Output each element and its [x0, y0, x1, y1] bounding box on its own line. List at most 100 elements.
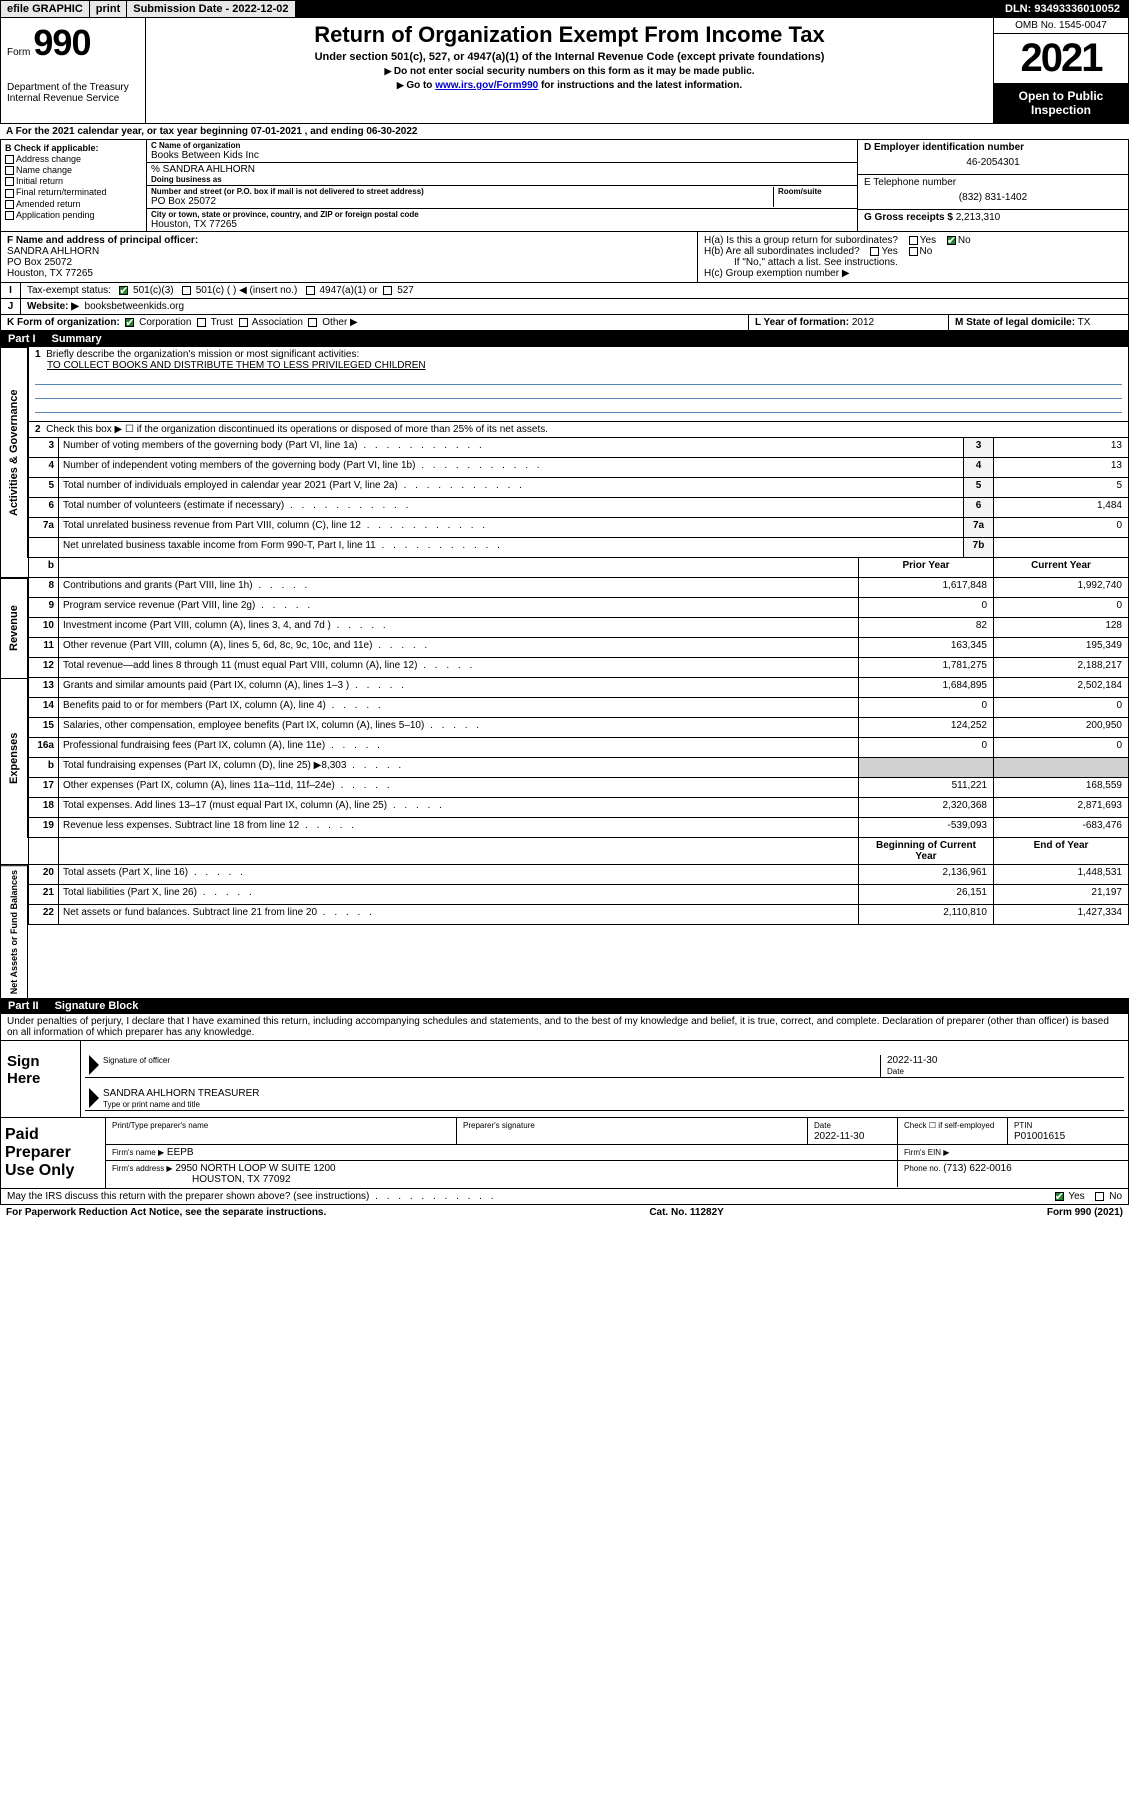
hb-no-checkbox[interactable] [909, 247, 918, 256]
sidelabel-net: Net Assets or Fund Balances [0, 865, 28, 998]
city-label: City or town, state or province, country… [151, 210, 853, 219]
prior-year-value: 26,151 [858, 885, 993, 904]
section-i-tax-status: I Tax-exempt status: 501(c)(3) 501(c) ( … [0, 283, 1129, 299]
sig-date-label: Date [887, 1067, 904, 1076]
print-button[interactable]: print [90, 1, 127, 17]
part-1-title: Part I [8, 333, 36, 345]
checkbox-amended-return[interactable] [5, 200, 14, 209]
opt-other: Other ▶ [322, 317, 357, 328]
summary-line: 20 Total assets (Part X, line 16) 2,136,… [28, 865, 1129, 885]
line-box: 6 [963, 498, 993, 517]
ha-no-checkbox[interactable] [947, 236, 956, 245]
mission-text: TO COLLECT BOOKS AND DISTRIBUTE THEM TO … [35, 360, 426, 371]
phone-label: E Telephone number [864, 177, 1122, 188]
prior-year-value: 1,617,848 [858, 578, 993, 597]
527-checkbox[interactable] [383, 286, 392, 295]
line-num: b [29, 758, 59, 777]
footer-left: For Paperwork Reduction Act Notice, see … [6, 1207, 326, 1218]
penalties-statement: Under penalties of perjury, I declare th… [0, 1014, 1129, 1041]
prior-year-value: 1,781,275 [858, 658, 993, 677]
ptin-label: PTIN [1014, 1121, 1032, 1130]
line-box: 7a [963, 518, 993, 537]
section-j-website: J Website: ▶ booksbetweenkids.org [0, 299, 1129, 315]
form-number-block: Form 990 Department of the Treasury Inte… [1, 18, 146, 123]
prep-phone-label: Phone no. [904, 1164, 940, 1173]
line-num: 19 [29, 818, 59, 837]
firm-name-label: Firm's name ▶ [112, 1148, 164, 1157]
line2-block: 2 Check this box ▶ ☐ if the organization… [28, 422, 1129, 438]
opt-initial-return: Initial return [16, 176, 63, 186]
checkbox-initial-return[interactable] [5, 177, 14, 186]
summary-line: b Total fundraising expenses (Part IX, c… [28, 758, 1129, 778]
summary-line: 21 Total liabilities (Part X, line 26) 2… [28, 885, 1129, 905]
opt-association: Association [252, 317, 303, 328]
form-label: Form [7, 47, 30, 58]
checkbox-application-pending[interactable] [5, 211, 14, 220]
summary-line: 16a Professional fundraising fees (Part … [28, 738, 1129, 758]
summary-line: 6 Total number of volunteers (estimate i… [28, 498, 1129, 518]
discuss-yes-checkbox[interactable] [1055, 1192, 1064, 1201]
net-assets-group: Net Assets or Fund Balances 20 Total ass… [0, 865, 1129, 998]
open-public-badge: Open to Public Inspection [994, 83, 1128, 123]
beginning-year-header: Beginning of Current Year [858, 838, 993, 864]
line-num: 8 [29, 578, 59, 597]
prior-year-value: 511,221 [858, 778, 993, 797]
checkbox-name-change[interactable] [5, 166, 14, 175]
net-header-row: Beginning of Current Year End of Year [0, 838, 1129, 865]
summary-line: 22 Net assets or fund balances. Subtract… [28, 905, 1129, 925]
line-num: 6 [29, 498, 59, 517]
form-number: 990 [33, 22, 90, 63]
tax-exempt-label: Tax-exempt status: [27, 285, 111, 296]
website-note: Go to www.irs.gov/Form990 for instructio… [154, 80, 985, 91]
line-desc: Investment income (Part VIII, column (A)… [59, 618, 858, 637]
association-checkbox[interactable] [239, 318, 248, 327]
prep-phone-value: (713) 622-0016 [943, 1163, 1011, 1174]
summary-line: 9 Program service revenue (Part VIII, li… [28, 598, 1129, 618]
part-2-header: Part II Signature Block [0, 998, 1129, 1014]
discuss-no-checkbox[interactable] [1095, 1192, 1104, 1201]
submission-date-cell: Submission Date - 2022-12-02 [127, 1, 295, 17]
ha-yes-checkbox[interactable] [909, 236, 918, 245]
col-b-label: b [29, 558, 59, 577]
website-label: Website: ▶ [27, 301, 79, 312]
current-year-header: Current Year [993, 558, 1128, 577]
501c3-checkbox[interactable] [119, 286, 128, 295]
opt-4947: 4947(a)(1) or [319, 285, 377, 296]
checkbox-address-change[interactable] [5, 155, 14, 164]
efile-graphic-button[interactable]: efile GRAPHIC [1, 1, 90, 17]
section-f-officer: F Name and address of principal officer:… [1, 232, 698, 282]
irs-link[interactable]: www.irs.gov/Form990 [435, 80, 538, 91]
care-of: % SANDRA AHLHORN [151, 164, 853, 175]
current-year-value: 2,188,217 [993, 658, 1128, 677]
officer-addr1: PO Box 25072 [7, 257, 691, 268]
hb-yes-checkbox[interactable] [870, 247, 879, 256]
summary-line: 19 Revenue less expenses. Subtract line … [28, 818, 1129, 838]
org-name: Books Between Kids Inc [151, 150, 853, 161]
other-checkbox[interactable] [308, 318, 317, 327]
hb-text: H(b) Are all subordinates included? [704, 246, 860, 257]
part-1-header: Part I Summary [0, 331, 1129, 347]
current-year-value: 200,950 [993, 718, 1128, 737]
firm-name-value: EEPB [167, 1147, 194, 1158]
line-desc: Total revenue—add lines 8 through 11 (mu… [59, 658, 858, 677]
line-desc: Number of voting members of the governin… [59, 438, 963, 457]
line-desc: Grants and similar amounts paid (Part IX… [59, 678, 858, 697]
self-employed-label: Check ☐ if self-employed [904, 1121, 994, 1130]
line-desc: Net assets or fund balances. Subtract li… [59, 905, 858, 924]
line-value: 13 [993, 458, 1128, 477]
501c-checkbox[interactable] [182, 286, 191, 295]
checkbox-final-return[interactable] [5, 189, 14, 198]
line-value: 5 [993, 478, 1128, 497]
year-formation: 2012 [852, 317, 874, 328]
prior-year-value: 0 [858, 738, 993, 757]
line-desc: Other expenses (Part IX, column (A), lin… [59, 778, 858, 797]
4947-checkbox[interactable] [306, 286, 315, 295]
officer-label: F Name and address of principal officer: [7, 235, 691, 246]
footer-center: Cat. No. 11282Y [649, 1207, 723, 1218]
address: PO Box 25072 [151, 196, 773, 207]
efile-topbar: efile GRAPHIC print Submission Date - 20… [0, 0, 1129, 18]
line-num: 12 [29, 658, 59, 677]
line2-text: Check this box ▶ ☐ if the organization d… [46, 424, 548, 435]
corporation-checkbox[interactable] [125, 318, 134, 327]
trust-checkbox[interactable] [197, 318, 206, 327]
